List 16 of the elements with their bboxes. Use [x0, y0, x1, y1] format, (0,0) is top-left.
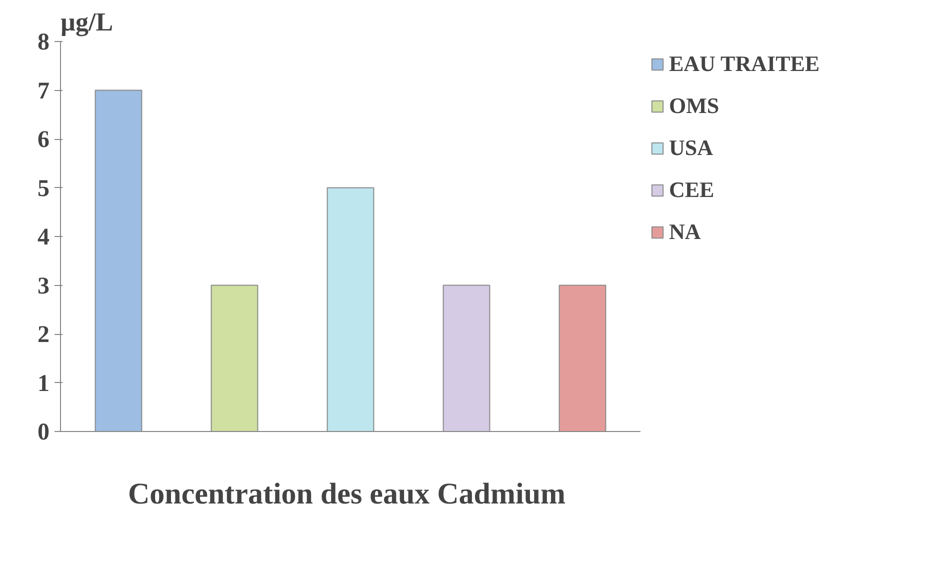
y-tick-label: 3 — [38, 273, 50, 300]
x-axis-title: Concentration des eaux Cadmium — [128, 478, 566, 510]
legend-label: EAU TRAITEE — [669, 51, 820, 77]
legend-label: CEE — [669, 177, 714, 203]
y-tick-label: 5 — [38, 176, 50, 202]
legend-label: USA — [669, 135, 714, 161]
y-tick-label: 7 — [38, 78, 50, 104]
y-tick-label: 8 — [38, 30, 50, 56]
y-tick-label: 2 — [38, 322, 50, 348]
y-tick-label: 4 — [38, 224, 50, 250]
legend-label: NA — [669, 219, 701, 245]
y-tick-label: 6 — [38, 127, 50, 153]
y-tick-label: 0 — [38, 420, 50, 446]
y-tick-label: 1 — [38, 370, 50, 397]
legend-label: OMS — [669, 93, 720, 119]
y-axis-title: µg/L — [60, 8, 114, 36]
